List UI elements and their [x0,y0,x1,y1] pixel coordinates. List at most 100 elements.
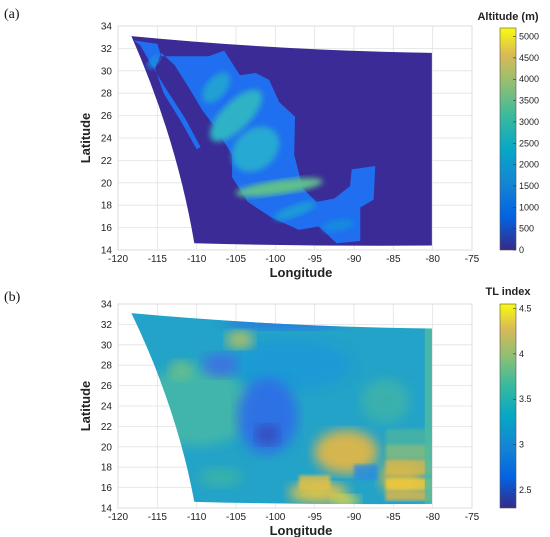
panel-label: (a) [4,7,20,22]
highland-patch [202,72,231,103]
field-band [385,478,432,491]
colorbar-gradient [499,303,517,509]
x-tick-label: -115 [148,512,168,523]
colorbar-tick-label: 4000 [519,74,539,84]
x-axis-label: Longitude [270,523,333,537]
x-tick-label: -115 [148,254,168,265]
y-tick-label: 34 [101,22,113,33]
x-tick-label: -80 [425,512,440,523]
x-tick-labels: -120 -115 -110 -105 -100 -95 -90 -85 -80 -75 [108,512,480,523]
y-tick-label: 14 [101,246,113,257]
highland-patch [235,178,323,197]
y-axis-label: Latitude [78,381,93,432]
colorbar-tick-label: 4 [519,349,524,359]
y-axis-label: Latitude [78,113,93,164]
y-tick-label: 18 [101,201,113,212]
field-patch [332,494,361,505]
field-patch [202,353,239,378]
field-band [298,475,331,490]
edge-strip [424,328,432,504]
colorbar-tick-label: 500 [519,224,534,234]
y-tick-labels: 14 16 18 20 22 24 26 28 30 32 34 [101,300,113,515]
colorbar-tick-label: 2.5 [519,485,532,495]
y-tick-label: 24 [101,402,113,413]
y-tick-labels: 14 16 18 20 22 24 26 28 30 32 34 [101,22,113,257]
colorbar-gradient [499,27,517,251]
x-tick-label: -100 [265,512,285,523]
x-tick-label: -105 [226,254,246,265]
x-tick-label: -95 [307,254,322,265]
x-tick-label: -100 [265,254,285,265]
x-tick-label: -90 [347,254,362,265]
field-band [385,459,432,475]
x-tick-label: -110 [187,254,207,265]
y-tick-label: 30 [101,66,113,77]
colorbar-tick-label: 0 [519,245,524,255]
field-patch [168,360,193,381]
field-band [354,464,378,480]
y-tick-label: 20 [101,178,113,189]
y-tick-label: 16 [101,223,113,234]
y-tick-label: 22 [101,422,113,433]
x-tick-label: -120 [108,512,128,523]
colorbar: 0 500 1000 1500 2000 2500 3000 3500 4000 4500 5000 [499,27,539,255]
x-axis-label: Longitude [270,265,333,280]
panel-b: (b) -120 -115 -110 -105 -100 -95 -90 -85 -80 -75 … [4,286,532,537]
highland-patch [322,218,355,232]
y-tick-label: 18 [101,463,113,474]
y-tick-label: 28 [101,89,113,100]
colorbar-tick-label: 1000 [519,202,539,212]
field-patch [237,378,298,455]
colorbar-tick-label: 2000 [519,160,539,170]
colorbar-tick-label: 5000 [519,32,539,42]
colorbar: 2.5 3 3.5 4 4.5 [499,303,532,509]
y-tick-label: 26 [101,381,113,392]
colorbar-tick-label: 2500 [519,138,539,148]
field-band [385,490,432,501]
field-patch [255,424,280,445]
colorbar-tick-label: 1500 [519,181,539,191]
field-patch [361,378,410,423]
panel-a: (a) -120 -115 -110 -105 -100 -95 -90 -85 -80 -75 … [4,7,539,280]
y-tick-label: 26 [101,111,113,122]
field-patch [225,330,254,349]
y-tick-label: 32 [101,44,113,55]
highland-patch [147,55,160,69]
field-band [385,428,432,445]
colorbar-tick-label: 3 [519,440,524,450]
colorbar-tick-label: 3.5 [519,394,532,404]
x-tick-label: -90 [347,512,362,523]
y-tick-label: 24 [101,134,113,145]
panel-label: (b) [4,290,21,305]
x-tick-label: -75 [465,512,480,523]
y-tick-label: 20 [101,442,113,453]
colorbar-tick-label: 4.5 [519,304,532,314]
highland-patch [210,89,262,142]
x-tick-label: -80 [425,254,440,265]
y-tick-label: 22 [101,156,113,167]
x-tick-label: -75 [465,254,480,265]
field-band [385,444,432,460]
highland-patch [274,201,316,221]
x-tick-label: -85 [386,512,401,523]
field-patch [198,467,243,488]
y-tick-label: 14 [101,504,113,515]
x-tick-label: -95 [307,512,322,523]
y-tick-label: 28 [101,361,113,372]
colorbar-title: Altitude (m) [477,11,538,23]
colorbar-tick-label: 3000 [519,117,539,127]
x-tick-label: -110 [187,512,207,523]
y-tick-label: 16 [101,483,113,494]
y-tick-label: 32 [101,320,113,331]
highland-patch [231,126,280,172]
colorbar-title: TL index [485,286,531,298]
colorbar-tick-label: 4500 [519,53,539,63]
field-patch [314,429,379,474]
y-tick-label: 34 [101,300,113,311]
x-tick-label: -105 [226,512,246,523]
x-tick-label: -120 [108,254,128,265]
x-tick-labels: -120 -115 -110 -105 -100 -95 -90 -85 -80 -75 [108,254,480,265]
colorbar-tick-label: 3500 [519,96,539,106]
field-patch [231,340,352,391]
